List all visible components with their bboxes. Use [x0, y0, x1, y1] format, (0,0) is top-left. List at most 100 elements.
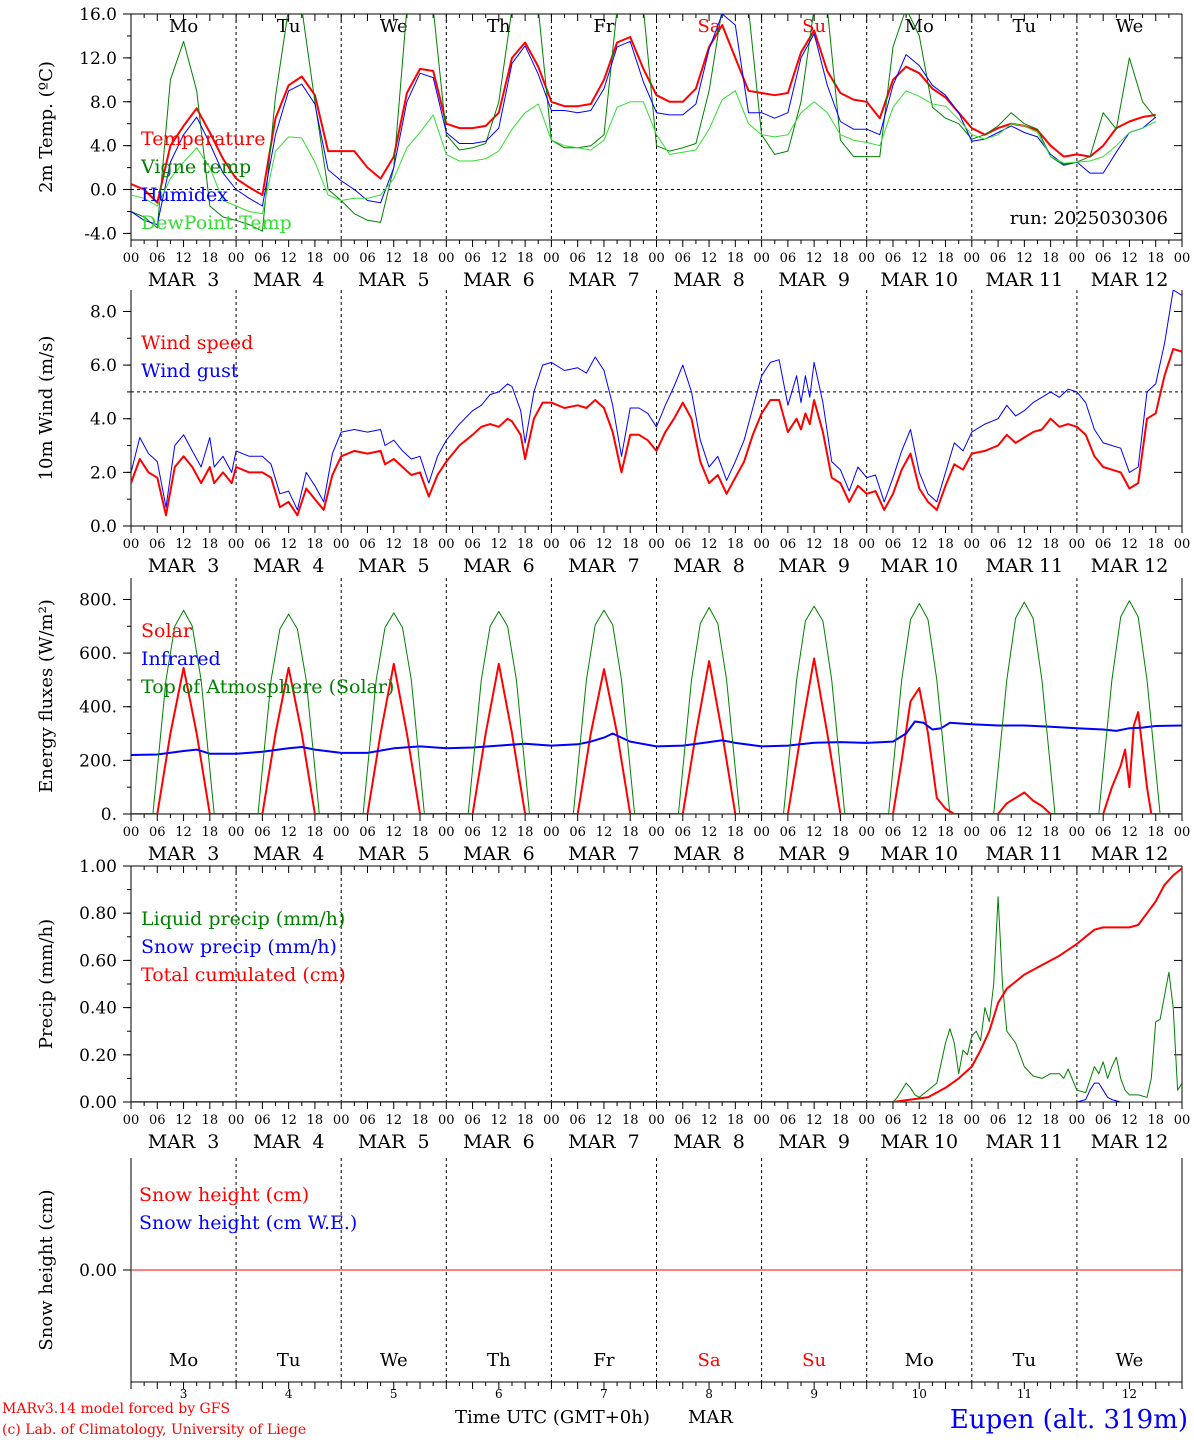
hour-label: 18: [727, 825, 744, 840]
hour-label: 18: [517, 1113, 534, 1128]
date-label: MAR 9: [778, 1131, 850, 1153]
hour-label: 00: [1174, 825, 1191, 840]
hour-label: 18: [727, 1113, 744, 1128]
hour-label: 00: [753, 1113, 770, 1128]
hour-label: 06: [149, 825, 166, 840]
hour-label: 00: [753, 825, 770, 840]
hour-label: 06: [675, 825, 692, 840]
date-label: MAR 12: [1091, 555, 1169, 577]
day-number-label: 8: [705, 1387, 713, 1401]
weekday-label: We: [380, 16, 408, 37]
weekday-label: Mo: [169, 16, 198, 37]
date-label: MAR 10: [880, 555, 958, 577]
hour-label: 12: [280, 537, 297, 552]
hour-label: 00: [123, 537, 140, 552]
weekday-label: Mo: [905, 16, 934, 37]
hour-label: 18: [202, 1113, 219, 1128]
date-label: MAR 3: [148, 269, 220, 291]
series-line-wind-speed: [131, 348, 1182, 517]
hour-label: 06: [780, 251, 797, 266]
date-label: MAR 11: [985, 843, 1063, 865]
weekday-label: Tu: [277, 16, 301, 37]
hour-label: 12: [1016, 537, 1033, 552]
date-label: MAR 12: [1091, 843, 1169, 865]
hour-label: 12: [701, 825, 718, 840]
hour-label: 00: [438, 1113, 455, 1128]
date-label: MAR 12: [1091, 269, 1169, 291]
panel-wind: 0.0 2.0 4.0 6.0 8.0 10m Wind (m/s) 00 06 12 18 00 0…: [36, 290, 1190, 577]
hour-label: 12: [911, 1113, 928, 1128]
series-line-vigne-temp: [131, 14, 1157, 232]
date-label: MAR 11: [985, 269, 1063, 291]
y-tick-label: 0.20: [79, 1046, 117, 1066]
date-label: MAR 10: [880, 843, 958, 865]
lab-credit: (c) Lab. of Climatology, University of L…: [2, 1422, 306, 1438]
hour-label: 18: [1042, 251, 1059, 266]
date-label: MAR 4: [253, 1131, 325, 1153]
date-label: MAR 3: [148, 1131, 220, 1153]
weekday-label: Tu: [277, 1350, 301, 1371]
y-tick-label: 12.0: [79, 49, 117, 69]
date-label: MAR 8: [673, 269, 745, 291]
hour-label: 18: [937, 825, 954, 840]
hour-label: 12: [596, 251, 613, 266]
footer: Time UTC (GMT+0h) MAR MARv3.14 model for…: [2, 1401, 1188, 1438]
hour-label: 12: [1016, 1113, 1033, 1128]
legend-entry: DewPoint Temp: [141, 212, 292, 234]
hour-label: 00: [333, 825, 350, 840]
hour-label: 06: [990, 537, 1007, 552]
day-number-label: 6: [495, 1387, 503, 1401]
hour-label: 06: [990, 251, 1007, 266]
hour-label: 12: [175, 825, 192, 840]
hour-label: 18: [307, 1113, 324, 1128]
hour-label: 06: [1095, 251, 1112, 266]
date-label: MAR 9: [778, 555, 850, 577]
day-number-label: 9: [810, 1387, 818, 1401]
hour-label: 00: [1174, 1113, 1191, 1128]
hour-label: 06: [675, 1113, 692, 1128]
weekday-label: Tu: [1013, 16, 1037, 37]
series-group: [131, 14, 1157, 232]
hour-label: 06: [359, 1113, 376, 1128]
hour-label: 00: [1069, 825, 1086, 840]
y-axis-label: Precip (mm/h): [36, 919, 57, 1049]
hour-label: 00: [1069, 537, 1086, 552]
date-label: MAR 7: [568, 843, 640, 865]
date-label: MAR 7: [568, 555, 640, 577]
hour-label: 00: [123, 251, 140, 266]
date-label: MAR 6: [463, 555, 535, 577]
date-label: MAR 8: [673, 1131, 745, 1153]
hour-label: 00: [648, 1113, 665, 1128]
date-label: MAR 10: [880, 269, 958, 291]
panel-snow: 0.00 Snow height (cm) Mo Tu We Th Fr Sa Su Mo Tu We…: [36, 1158, 1183, 1401]
date-label: MAR 6: [463, 1131, 535, 1153]
hour-label: 18: [937, 537, 954, 552]
legend-entry: Wind gust: [141, 360, 239, 382]
hour-label: 06: [885, 251, 902, 266]
hour-label: 18: [832, 537, 849, 552]
hour-label: 06: [990, 1113, 1007, 1128]
date-label: MAR 11: [985, 1131, 1063, 1153]
hour-label: 00: [228, 251, 245, 266]
weekday-label: Mo: [905, 1350, 934, 1371]
weekday-label: Sa: [698, 16, 721, 37]
hour-label: 12: [280, 825, 297, 840]
hour-label: 00: [228, 1113, 245, 1128]
hour-label: 18: [412, 251, 429, 266]
hour-label: 06: [780, 537, 797, 552]
hour-label: 06: [675, 537, 692, 552]
y-tick-label: 4.0: [90, 137, 117, 157]
y-axis-label: 2m Temp. (ºC): [36, 61, 57, 193]
hour-label: 06: [990, 825, 1007, 840]
weekday-label: Mo: [169, 1350, 198, 1371]
hour-label: 00: [438, 825, 455, 840]
date-label: MAR 9: [778, 843, 850, 865]
date-label: MAR 5: [358, 843, 430, 865]
hour-label: 06: [885, 537, 902, 552]
y-tick-label: 0.60: [79, 951, 117, 971]
hour-label: 18: [1042, 1113, 1059, 1128]
hour-label: 12: [491, 251, 508, 266]
y-tick-label: 600.: [79, 644, 117, 664]
hour-label: 06: [254, 1113, 271, 1128]
hour-label: 00: [228, 825, 245, 840]
